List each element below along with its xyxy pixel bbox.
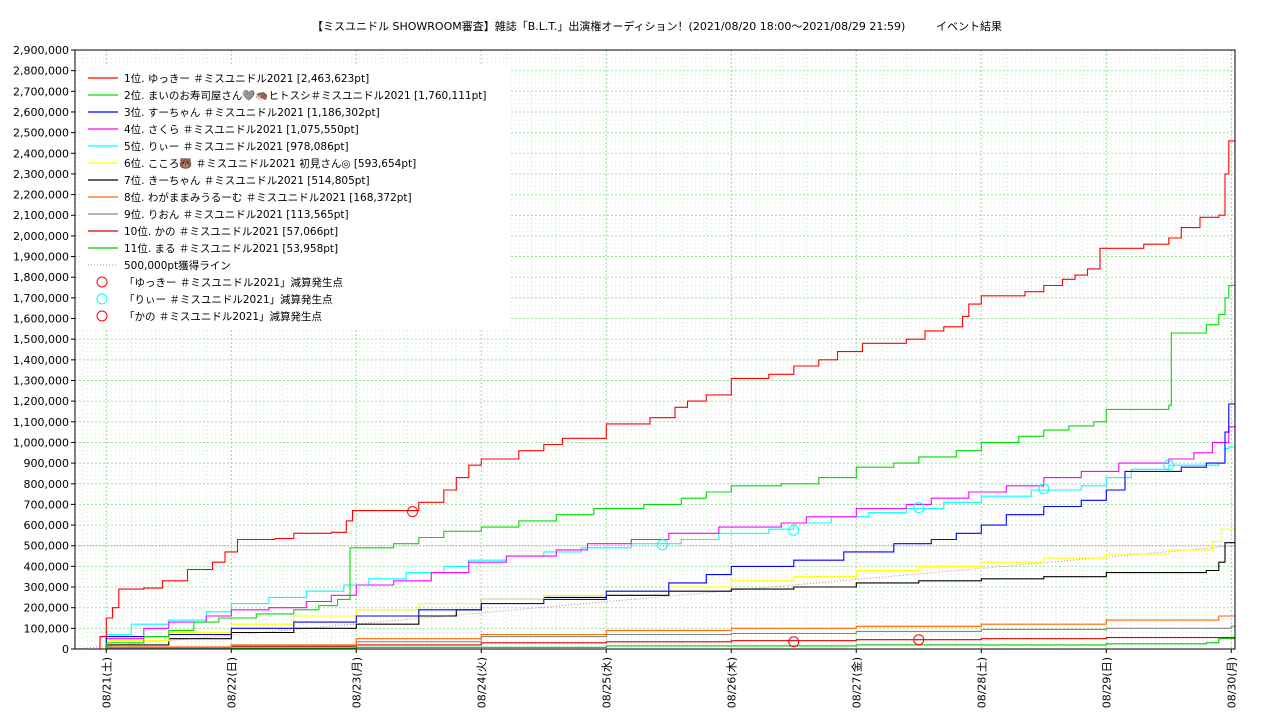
y-tick-label: 2,500,000 bbox=[13, 127, 69, 140]
y-tick-label: 1,600,000 bbox=[13, 313, 69, 326]
marker-point-2 bbox=[1163, 459, 1175, 471]
y-tick-label: 200,000 bbox=[24, 602, 70, 615]
y-tick-label: 400,000 bbox=[24, 560, 70, 573]
y-tick-label: 1,400,000 bbox=[13, 354, 69, 367]
y-tick-label: 500,000 bbox=[24, 540, 70, 553]
series-line-3 bbox=[75, 403, 1235, 650]
series-line-2 bbox=[75, 284, 1235, 650]
chart-title: 【ミスユニドル SHOWROOM審査】雑誌「B.L.T.」出演権オーディション！… bbox=[312, 19, 905, 33]
markers-group bbox=[407, 459, 1175, 648]
chart-subtitle: イベント結果 bbox=[936, 19, 1002, 33]
legend-entry: 7位. きーちゃん ＃ミスユニドル2021 [514,805pt] bbox=[124, 174, 370, 187]
x-tick-label: 08/22(日) bbox=[225, 657, 238, 708]
y-tick-label: 2,400,000 bbox=[13, 147, 69, 160]
legend-entry: 10位. かの ＃ミスユニドル2021 [57,066pt] bbox=[124, 225, 338, 238]
x-tick-label: 08/25(水) bbox=[600, 657, 613, 708]
y-tick-label: 900,000 bbox=[24, 457, 70, 470]
legend-entry: 5位. りぃー ＃ミスユニドル2021 [978,086pt] bbox=[124, 140, 349, 153]
y-tick-label: 300,000 bbox=[24, 581, 70, 594]
x-tick-label: 08/21(土) bbox=[100, 657, 113, 708]
y-tick-label: 1,000,000 bbox=[13, 436, 69, 449]
y-tick-label: 1,300,000 bbox=[13, 374, 69, 387]
y-tick-label: 1,100,000 bbox=[13, 416, 69, 429]
plot-frame bbox=[74, 49, 1236, 650]
series-line-5 bbox=[75, 446, 1235, 650]
y-tick-label: 800,000 bbox=[24, 478, 70, 491]
y-tick-label: 600,000 bbox=[24, 519, 70, 532]
series-group bbox=[75, 140, 1236, 650]
y-tick-label: 1,700,000 bbox=[13, 292, 69, 305]
y-tick-label: 2,000,000 bbox=[13, 230, 69, 243]
legend-marker bbox=[96, 276, 108, 288]
x-tick-label: 08/30(月) bbox=[1225, 657, 1238, 708]
series-line-8 bbox=[75, 614, 1236, 650]
y-tick-label: 1,800,000 bbox=[13, 271, 69, 284]
legend-entry: 「ゆっきー ＃ミスユニドル2021」減算発生点 bbox=[124, 276, 343, 289]
y-tick-label: 2,600,000 bbox=[13, 106, 69, 119]
legend-marker bbox=[96, 293, 108, 305]
series-line-10 bbox=[75, 637, 1236, 650]
marker-point-1 bbox=[407, 506, 418, 518]
legend-entry: 6位. こころ🐻 ＃ミスユニドル2021 初見さん◎ [593,654pt] bbox=[124, 157, 416, 170]
legend-entry: 11位. まる ＃ミスユニドル2021 [53,958pt] bbox=[124, 242, 338, 255]
marker-point-3 bbox=[913, 634, 925, 646]
legend-entry: 500,000pt獲得ライン bbox=[124, 259, 231, 272]
legend-entry: 8位. わがままみうるーむ ＃ミスユニドル2021 [168,372pt] bbox=[124, 191, 412, 204]
x-tick-label: 08/27(金) bbox=[849, 657, 863, 708]
legend-entry: 3位. すーちゃん ＃ミスユニドル2021 [1,186,302pt] bbox=[124, 106, 380, 119]
x-axis-ticks: 08/21(土) 08/22(日) 08/23(月) 08/24(火) 08/25(水)… bbox=[100, 649, 1238, 708]
legend-marker bbox=[96, 310, 108, 322]
y-tick-label: 2,300,000 bbox=[13, 168, 69, 181]
series-line-7 bbox=[75, 542, 1235, 650]
legend-entry: 2位. まいのお寿司屋さん🩶🦔ヒトスシ＃ミスユニドル2021 [1,760,11… bbox=[124, 89, 486, 102]
y-tick-label: 2,900,000 bbox=[13, 44, 69, 57]
marker-point-2 bbox=[1038, 483, 1050, 495]
y-tick-label: 2,100,000 bbox=[13, 209, 69, 222]
y-tick-label: 700,000 bbox=[24, 498, 70, 511]
x-tick-label: 08/29(日) bbox=[1100, 657, 1113, 708]
y-tick-label: 1,900,000 bbox=[13, 251, 69, 264]
x-tick-label: 08/26(木) bbox=[725, 657, 738, 708]
x-tick-label: 08/28(土) bbox=[975, 657, 988, 708]
series-line-4 bbox=[75, 426, 1235, 650]
y-tick-label: 1,500,000 bbox=[13, 333, 69, 346]
legend-entry: 9位. りおん ＃ミスユニドル2021 [113,565pt] bbox=[124, 208, 349, 221]
legend-entry: 「りぃー ＃ミスユニドル2021」減算発生点 bbox=[124, 293, 333, 306]
marker-point-2 bbox=[913, 502, 925, 514]
y-tick-label: 0 bbox=[62, 643, 69, 656]
y-tick-label: 2,700,000 bbox=[13, 85, 69, 98]
legend: 1位. ゆっきー ＃ミスユニドル2021 [2,463,623pt] 2位. まい… bbox=[80, 66, 510, 328]
x-tick-label: 08/24(火) bbox=[475, 657, 488, 708]
marker-point-2 bbox=[657, 539, 668, 551]
legend-entry: 「かの ＃ミスユニドル2021」減算発生点 bbox=[124, 310, 322, 323]
marker-point-2 bbox=[788, 524, 800, 536]
x-tick-label: 08/23(月) bbox=[350, 657, 363, 708]
y-tick-label: 2,800,000 bbox=[13, 65, 69, 78]
marker-point-3 bbox=[788, 636, 800, 648]
y-tick-label: 100,000 bbox=[24, 622, 70, 635]
y-axis-ticks: 0 100,000 200,000 300,000 400,000 500,000 600,… bbox=[13, 44, 75, 656]
legend-entry: 4位. さくら ＃ミスユニドル2021 [1,075,550pt] bbox=[124, 123, 359, 136]
series-line-1 bbox=[75, 140, 1236, 650]
legend-entry: 1位. ゆっきー ＃ミスユニドル2021 [2,463,623pt] bbox=[124, 72, 369, 85]
legend-background bbox=[80, 66, 510, 328]
y-tick-label: 2,200,000 bbox=[13, 189, 69, 202]
reference-line bbox=[74, 545, 1236, 650]
y-tick-label: 1,200,000 bbox=[13, 395, 69, 408]
reference-line-group bbox=[74, 545, 1236, 650]
